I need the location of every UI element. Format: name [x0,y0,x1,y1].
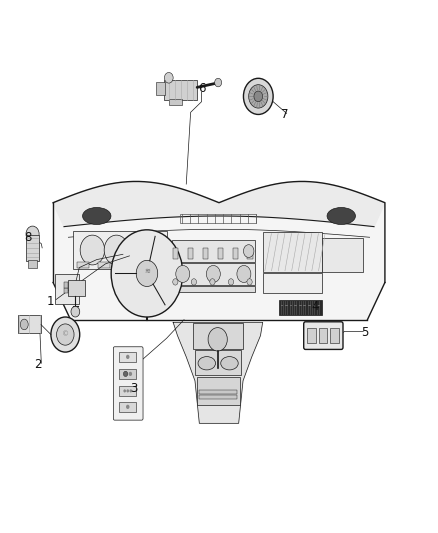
Circle shape [124,389,126,392]
Ellipse shape [82,207,111,224]
Bar [18,316,41,334]
Circle shape [104,235,129,265]
Bar [195,350,241,375]
Bar [173,248,178,259]
Bar [169,99,182,106]
Bar [119,368,137,379]
Bar [203,248,208,259]
Bar [68,280,85,296]
Ellipse shape [198,357,215,370]
Circle shape [51,317,80,352]
Circle shape [124,371,128,376]
Circle shape [228,279,233,285]
Circle shape [249,85,268,108]
Bar [193,324,243,349]
Text: 6: 6 [198,82,205,95]
Circle shape [129,372,132,376]
Text: ≋: ≋ [144,268,150,274]
Polygon shape [173,322,263,423]
Circle shape [130,389,132,392]
Bar [263,232,321,272]
Bar [119,385,137,396]
Circle shape [191,279,197,285]
Circle shape [111,230,183,317]
Circle shape [127,389,129,392]
Text: ©: © [62,332,69,337]
Bar [26,235,39,261]
Bar [139,262,152,268]
Circle shape [126,405,130,409]
Circle shape [131,240,146,260]
Bar [160,262,172,268]
Circle shape [237,265,251,282]
Ellipse shape [20,319,28,330]
Bar [28,260,37,268]
Text: 3: 3 [130,382,138,395]
Circle shape [136,260,158,287]
Bar [64,282,68,288]
Bar [73,231,166,269]
FancyBboxPatch shape [113,347,143,420]
Bar [199,390,237,394]
Bar [55,274,79,304]
Circle shape [26,226,39,242]
Bar [188,248,193,259]
Bar [218,248,223,259]
Bar [64,288,68,293]
Bar [77,262,89,268]
Polygon shape [53,181,385,320]
Ellipse shape [327,207,356,224]
Polygon shape [53,181,385,227]
Bar [119,352,137,362]
Bar [330,328,339,343]
Text: 7: 7 [281,109,288,122]
Bar [155,82,165,95]
Circle shape [215,78,222,87]
Circle shape [208,328,227,351]
Circle shape [247,279,252,285]
Circle shape [244,245,254,257]
Circle shape [57,324,74,345]
Bar [247,248,253,259]
Text: 2: 2 [34,358,42,372]
Circle shape [173,279,178,285]
Text: 8: 8 [25,231,32,244]
Text: 5: 5 [362,326,369,340]
Circle shape [71,306,80,317]
Bar [172,240,255,262]
Circle shape [176,265,190,282]
Circle shape [80,235,105,265]
Circle shape [254,91,263,102]
Bar [197,377,240,405]
Bar [233,248,238,259]
Bar [263,273,321,293]
Circle shape [206,265,220,282]
Circle shape [164,72,173,83]
Bar [172,286,255,292]
Circle shape [147,244,159,259]
Bar [321,238,363,272]
Bar [307,328,316,343]
Bar [164,80,197,100]
FancyBboxPatch shape [304,322,343,350]
Circle shape [126,355,130,359]
Bar [172,263,255,285]
Circle shape [210,279,215,285]
Bar [199,395,237,399]
Bar [279,300,321,315]
Bar [180,214,256,223]
Bar [98,262,110,268]
Circle shape [244,78,273,115]
Bar [318,328,327,343]
Text: 1: 1 [47,295,55,308]
Bar [119,262,131,268]
Bar [119,401,137,412]
Ellipse shape [221,357,238,370]
Text: 4: 4 [311,300,319,313]
